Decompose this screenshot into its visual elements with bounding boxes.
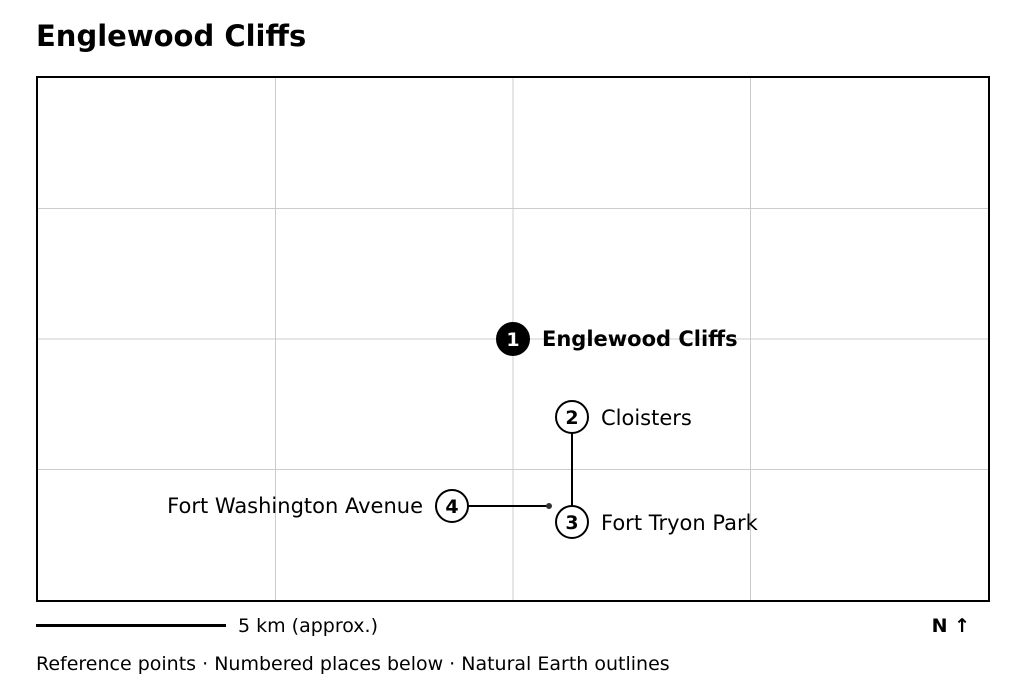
place-label-cloisters: Cloisters [601,406,692,430]
place-label-fort-washington-avenue: Fort Washington Avenue [167,494,423,518]
place-number-2: 2 [565,407,578,429]
north-arrow-icon: N ↑ [931,615,970,637]
place-number-3: 3 [565,512,578,534]
place-label-englewood-cliffs: Englewood Cliffs [542,327,738,351]
place-number-1: 1 [506,329,519,351]
place-fort-washington-avenue[interactable]: 4 Fort Washington Avenue [167,489,469,523]
map-title: Englewood Cliffs [36,19,307,53]
place-marker-4[interactable] [435,489,469,523]
scale-bar [36,624,226,627]
place-cloisters[interactable]: 2 Cloisters [555,400,692,434]
scale-label: 5 km (approx.) [238,615,378,637]
leader-lines [468,417,573,509]
place-fort-tryon-park[interactable]: 3 Fort Tryon Park [555,505,759,539]
place-englewood-cliffs[interactable]: 1 Englewood Cliffs [496,322,738,356]
place-marker-1[interactable] [496,322,530,356]
map-svg: 1 Englewood Cliffs 2 Cloisters 3 Fort Tr… [38,78,988,600]
map-scale-row: 5 km (approx.) N ↑ [36,612,986,640]
place-label-fort-tryon-park: Fort Tryon Park [601,511,759,535]
place-number-4: 4 [445,496,458,518]
place-marker-3[interactable] [555,505,589,539]
location-dot [546,503,552,509]
place-marker-2[interactable] [555,400,589,434]
map-footer-caption: Reference points · Numbered places below… [36,653,670,675]
map-canvas[interactable]: 1 Englewood Cliffs 2 Cloisters 3 Fort Tr… [36,76,990,602]
